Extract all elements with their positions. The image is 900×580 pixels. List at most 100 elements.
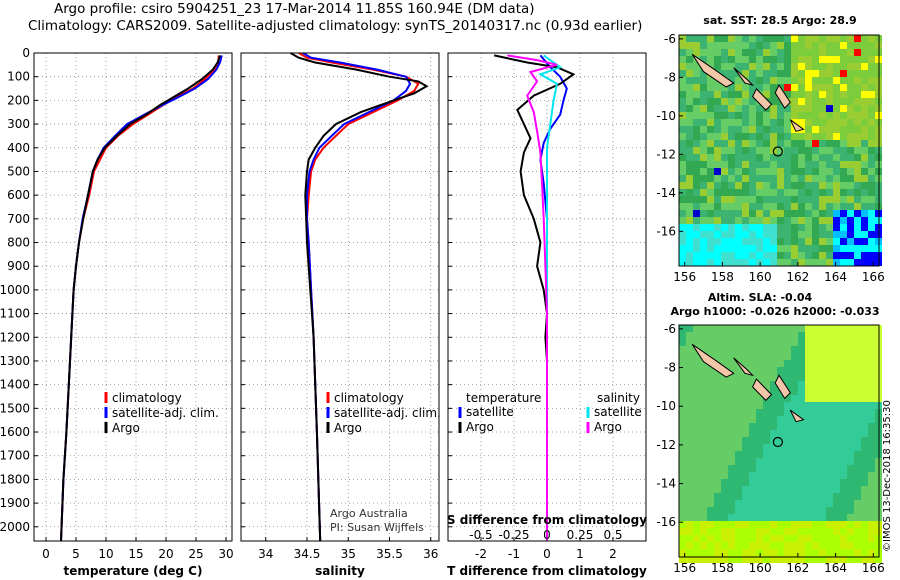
sst-map-cell [868, 63, 875, 70]
sla-map-cell [749, 325, 756, 332]
sst-map-cell [749, 133, 756, 140]
sla-map-cell [847, 402, 854, 409]
sst-map-cell [721, 154, 728, 161]
sla-map-cell [833, 381, 840, 388]
sla-map-cell [735, 451, 742, 458]
sla-map-cell [742, 514, 749, 521]
sst-map-cell [721, 42, 728, 49]
sst-map-cell [700, 84, 707, 91]
sla-map-cell [721, 479, 728, 486]
sst-map-cell [840, 224, 847, 231]
sst-map-cell [812, 245, 819, 252]
sla-map-cell [742, 444, 749, 451]
sla-map-cell [679, 430, 686, 437]
sst-map-cell [693, 91, 700, 98]
sla-map-cell [686, 528, 693, 535]
sla-map-cell [833, 549, 840, 556]
sst-map-cell [868, 84, 875, 91]
sla-map-cell [679, 542, 686, 549]
sla-map-cell [728, 528, 735, 535]
sst-map-cell [756, 63, 763, 70]
sst-map-cell [686, 98, 693, 105]
sla-map-cell [742, 430, 749, 437]
sst-map-cell [784, 196, 791, 203]
sst-map-cell [847, 182, 854, 189]
sla-map-cell [756, 367, 763, 374]
sst-map-cell [784, 175, 791, 182]
sst-map-cell [854, 84, 861, 91]
sst-map-cell [805, 56, 812, 63]
sla-map-cell [868, 479, 875, 486]
sst-map-cell [770, 84, 777, 91]
sla-map-cell [777, 430, 784, 437]
sla-map-cell [819, 325, 826, 332]
sla-map-cell [847, 465, 854, 472]
sst-map-cell [721, 63, 728, 70]
sla-map-cell [721, 381, 728, 388]
sst-map-cell [847, 161, 854, 168]
diff-legend-salinity-title: salinity [597, 391, 640, 405]
sst-map-cell [819, 224, 826, 231]
sla-map-cell [742, 437, 749, 444]
salinity-frame [240, 52, 440, 542]
sla-map-cell [756, 458, 763, 465]
sst-map-cell [686, 238, 693, 245]
difference-xtick-label: 0 [543, 547, 551, 561]
sla-map-cell [714, 486, 721, 493]
sst-map-cell [707, 119, 714, 126]
sst-map-cell [735, 259, 742, 266]
sst-map-cell [721, 224, 728, 231]
sla-map-cell [854, 444, 861, 451]
sst-map-cell [854, 105, 861, 112]
sst-map-cell [819, 147, 826, 154]
sla-map-cell [798, 381, 805, 388]
sst-map-cell [707, 133, 714, 140]
sla-map-cell [693, 402, 700, 409]
sst-map-cell [721, 210, 728, 217]
sla-map-cell [777, 521, 784, 528]
sst-map-cell [819, 168, 826, 175]
sst-map-cell [840, 119, 847, 126]
sst-map-cell [812, 70, 819, 77]
difference-series-salinity-argo [507, 54, 558, 541]
depth-tick-label: 1300 [0, 354, 30, 368]
sst-map-cell [749, 35, 756, 42]
sst-map-cell [833, 91, 840, 98]
sst-map-cell [742, 70, 749, 77]
sla-map-cell [707, 528, 714, 535]
sla-map-cell [770, 521, 777, 528]
sla-map-cell [840, 493, 847, 500]
sst-map-cell [784, 126, 791, 133]
sla-map-cell [777, 479, 784, 486]
sst-map-cell [735, 42, 742, 49]
sla-map-cell [826, 395, 833, 402]
sla-map-cell [721, 353, 728, 360]
sst-map-cell [756, 238, 763, 245]
sst-map-cell [707, 140, 714, 147]
sla-map-cell [791, 388, 798, 395]
sla-map-cell [784, 381, 791, 388]
sst-map-cell [700, 203, 707, 210]
sla-map-cell [714, 374, 721, 381]
sla-map-cell [770, 325, 777, 332]
sla-map-cell [854, 500, 861, 507]
sst-map-cell [840, 77, 847, 84]
sla-map-cell [735, 528, 742, 535]
sst-map-cell [819, 77, 826, 84]
sst-map-cell [679, 238, 686, 245]
sst-map-cell [679, 84, 686, 91]
sst-map-cell [784, 105, 791, 112]
sla-map-cell [868, 367, 875, 374]
sla-map-cell [756, 374, 763, 381]
sla-map-cell [798, 486, 805, 493]
sla-map-cell [749, 444, 756, 451]
sst-map-cell [826, 105, 833, 112]
sst-map-cell [812, 224, 819, 231]
sla-map-cell [798, 430, 805, 437]
sst-map-cell [693, 231, 700, 238]
sst-map-cell [798, 140, 805, 147]
sst-map-cell [868, 98, 875, 105]
sla-map-cell [679, 514, 686, 521]
sla-map-cell [777, 458, 784, 465]
